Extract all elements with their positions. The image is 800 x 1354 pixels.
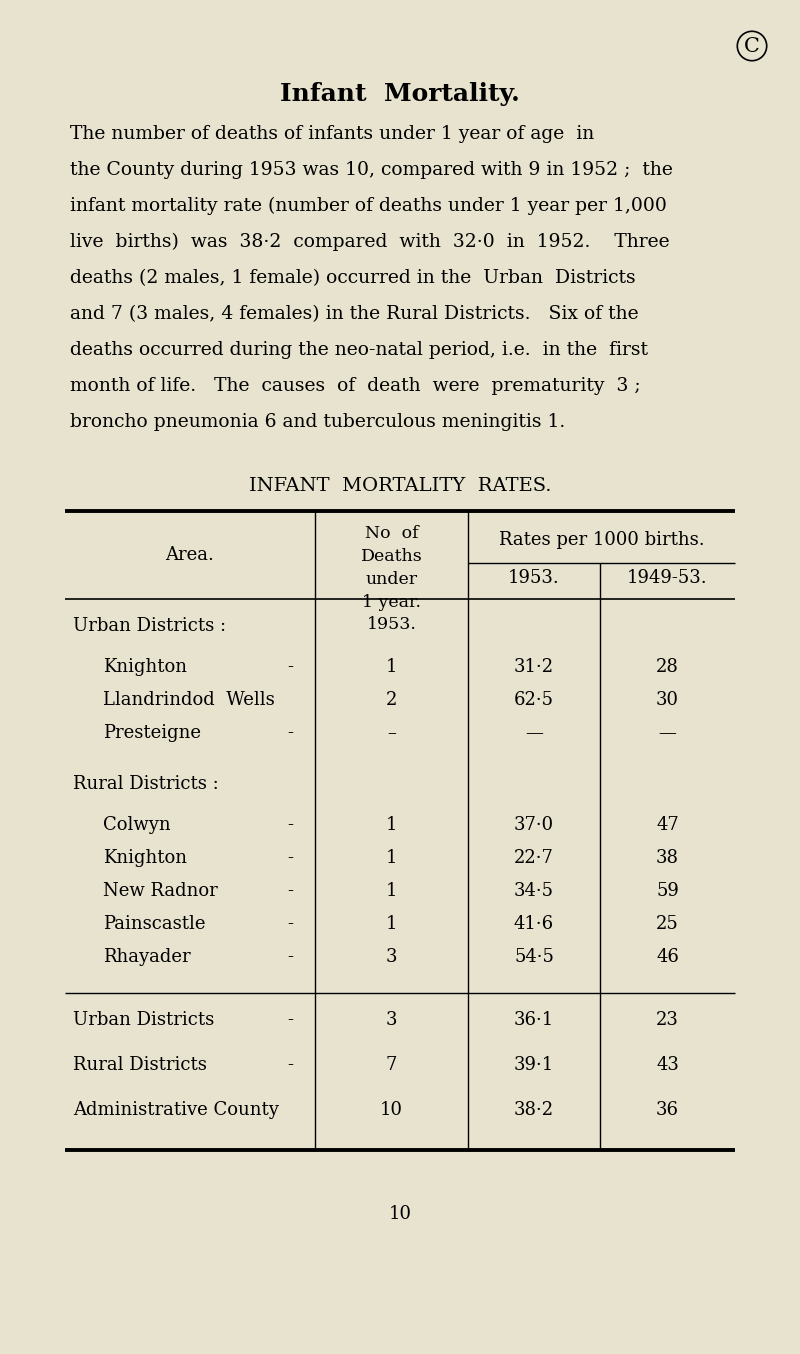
Text: New Radnor: New Radnor [103,881,218,900]
Text: -: - [287,881,293,900]
Text: 43: 43 [656,1056,679,1074]
Text: 38: 38 [656,849,679,867]
Text: 1: 1 [386,881,398,900]
Text: 54·5: 54·5 [514,948,554,965]
Text: 22·7: 22·7 [514,849,554,867]
Text: month of life.   The  causes  of  death  were  prematurity  3 ;: month of life. The causes of death were … [70,376,641,395]
Text: Urban Districts: Urban Districts [73,1011,214,1029]
Text: Llandrindod  Wells: Llandrindod Wells [103,691,274,709]
Text: -: - [287,1056,293,1074]
Text: 10: 10 [380,1101,403,1118]
Text: 62·5: 62·5 [514,691,554,709]
Text: Knighton: Knighton [103,658,187,676]
Text: Area.: Area. [166,546,214,565]
Text: 37·0: 37·0 [514,816,554,834]
Text: -: - [287,724,293,742]
Text: live  births)  was  38·2  compared  with  32·0  in  1952.    Three: live births) was 38·2 compared with 32·0… [70,233,670,252]
Text: 28: 28 [656,658,679,676]
Text: 59: 59 [656,881,679,900]
Text: 39·1: 39·1 [514,1056,554,1074]
Text: Administrative County: Administrative County [73,1101,279,1118]
Text: deaths occurred during the neo-natal period, i.e.  in the  first: deaths occurred during the neo-natal per… [70,341,648,359]
Text: infant mortality rate (number of deaths under 1 year per 1,000: infant mortality rate (number of deaths … [70,196,667,215]
Text: broncho pneumonia 6 and tuberculous meningitis 1.: broncho pneumonia 6 and tuberculous meni… [70,413,566,431]
Text: 7: 7 [386,1056,397,1074]
Text: -: - [287,816,293,834]
Text: 47: 47 [656,816,679,834]
Text: 1: 1 [386,816,398,834]
Text: 3: 3 [386,948,398,965]
Text: —: — [525,724,543,742]
Text: -: - [287,915,293,933]
Text: Infant  Mortality.: Infant Mortality. [280,83,520,106]
Text: Rhayader: Rhayader [103,948,190,965]
Text: The number of deaths of infants under 1 year of age  in: The number of deaths of infants under 1 … [70,125,594,144]
Text: and 7 (3 males, 4 females) in the Rural Districts.   Six of the: and 7 (3 males, 4 females) in the Rural … [70,305,638,324]
Text: 34·5: 34·5 [514,881,554,900]
Text: 1: 1 [386,915,398,933]
Text: No  of
Deaths
under
1 year.
1953.: No of Deaths under 1 year. 1953. [361,525,422,634]
Text: –: – [387,724,396,742]
Text: Urban Districts :: Urban Districts : [73,617,226,635]
Text: Rural Districts :: Rural Districts : [73,774,218,793]
Text: -: - [287,849,293,867]
Text: 38·2: 38·2 [514,1101,554,1118]
Text: Knighton: Knighton [103,849,187,867]
Text: -: - [287,948,293,965]
Text: INFANT  MORTALITY  RATES.: INFANT MORTALITY RATES. [249,477,551,496]
Text: 3: 3 [386,1011,398,1029]
Text: C: C [744,37,760,56]
Text: Presteigne: Presteigne [103,724,201,742]
Text: 25: 25 [656,915,679,933]
Text: 1: 1 [386,658,398,676]
Text: 31·2: 31·2 [514,658,554,676]
Text: 36: 36 [656,1101,679,1118]
Text: Rural Districts: Rural Districts [73,1056,207,1074]
Text: 1953.: 1953. [508,569,560,588]
Text: 2: 2 [386,691,397,709]
Text: 23: 23 [656,1011,679,1029]
Text: 1: 1 [386,849,398,867]
Text: -: - [287,1011,293,1029]
Text: the County during 1953 was 10, compared with 9 in 1952 ;  the: the County during 1953 was 10, compared … [70,161,673,179]
Text: 46: 46 [656,948,679,965]
Text: —: — [658,724,677,742]
Text: 1949-53.: 1949-53. [627,569,708,588]
Text: 36·1: 36·1 [514,1011,554,1029]
Text: deaths (2 males, 1 female) occurred in the  Urban  Districts: deaths (2 males, 1 female) occurred in t… [70,269,636,287]
Text: 41·6: 41·6 [514,915,554,933]
Text: 30: 30 [656,691,679,709]
Text: Rates per 1000 births.: Rates per 1000 births. [498,531,704,548]
Text: Painscastle: Painscastle [103,915,206,933]
Text: 10: 10 [389,1205,411,1223]
Text: Colwyn: Colwyn [103,816,170,834]
Text: -: - [287,658,293,676]
